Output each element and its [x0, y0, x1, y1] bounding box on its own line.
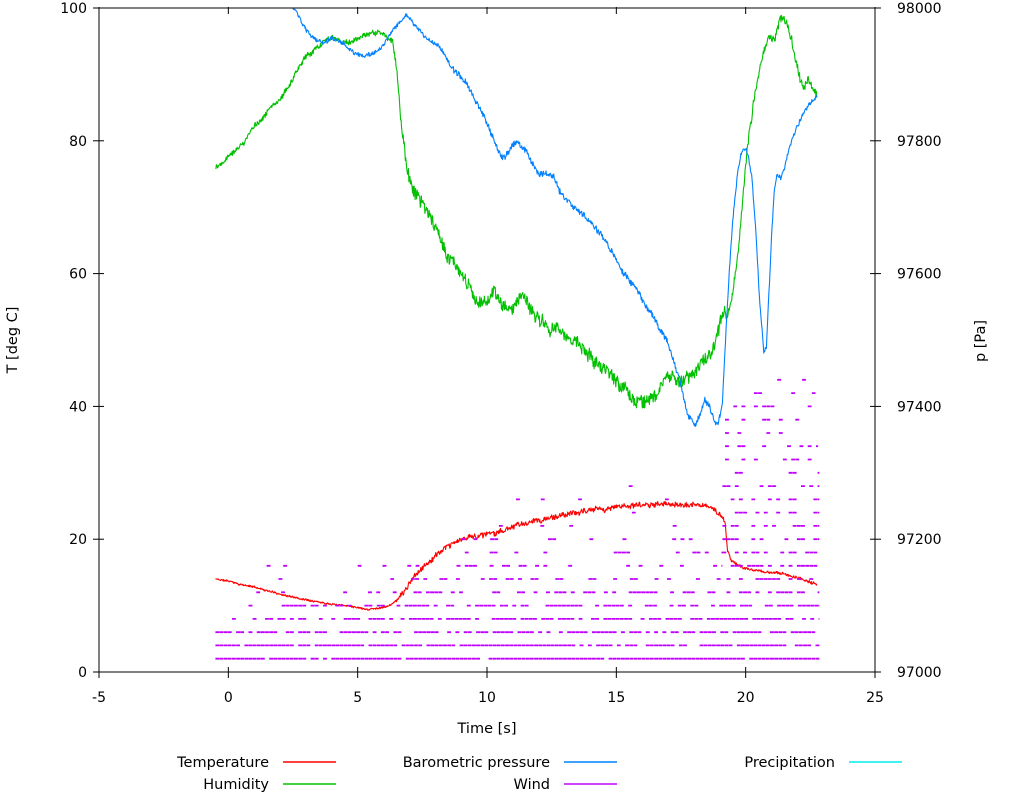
series-barometric-pressure-line [292, 8, 818, 427]
x-tick-label: -5 [92, 690, 106, 706]
y-right-tick-label: 97200 [897, 532, 942, 548]
series-temperature-line [215, 500, 818, 611]
legend-label-humidity: Humidity [203, 777, 269, 793]
x-tick-label: 15 [607, 690, 625, 706]
y-left-tick-label: 40 [69, 399, 87, 415]
y-left-tick-label: 20 [69, 532, 87, 548]
x-axis-title: Time [s] [457, 721, 517, 737]
y-right-tick-label: 98000 [897, 1, 942, 17]
x-tick-label: 10 [478, 690, 496, 706]
legend-label-temperature: Temperature [176, 755, 269, 771]
y-left-axis-title: T [deg C] [5, 307, 21, 375]
legend-label-barometric-pressure: Barometric pressure [403, 755, 550, 771]
y-right-tick-label: 97400 [897, 399, 942, 415]
y-left-tick-label: 80 [69, 134, 87, 150]
x-tick-label: 25 [866, 690, 884, 706]
legend-label-precipitation: Precipitation [744, 755, 835, 771]
y-right-axis-title: p [Pa] [973, 320, 989, 362]
series-layer [215, 8, 820, 660]
y-left-tick-label: 0 [78, 665, 87, 681]
x-tick-label: 5 [353, 690, 362, 706]
tick-labels-layer: -5 0 5 10 15 20 25 0 20 40 60 80 100 97000 97200 97400 9… [60, 1, 941, 706]
y-right-tick-label: 97000 [897, 665, 942, 681]
axes-layer [93, 7, 881, 678]
series-humidity-line [215, 15, 818, 409]
y-right-tick-label: 97800 [897, 134, 942, 150]
legend: Temperature Humidity Barometric pressure… [176, 755, 902, 793]
x-tick-label: 0 [224, 690, 233, 706]
y-left-tick-label: 60 [69, 267, 87, 283]
legend-label-wind: Wind [514, 777, 550, 793]
y-left-tick-label: 100 [60, 1, 87, 17]
y-right-tick-label: 97600 [897, 267, 942, 283]
x-tick-label: 20 [737, 690, 755, 706]
